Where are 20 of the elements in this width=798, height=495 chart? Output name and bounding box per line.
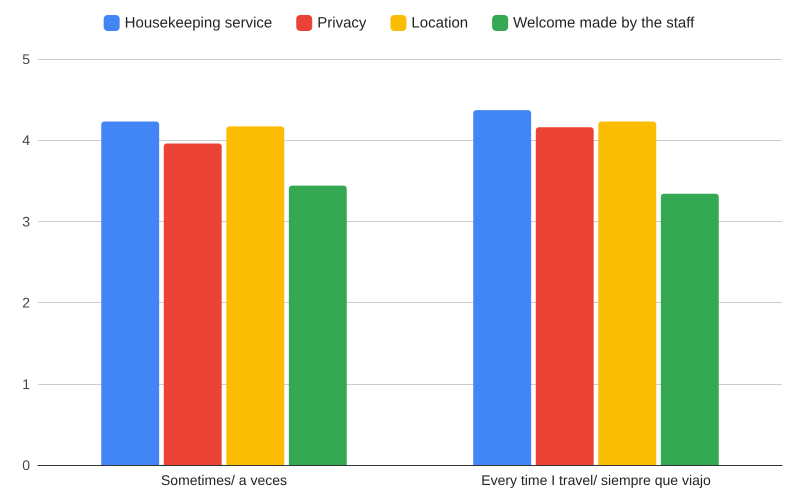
bar [536, 127, 594, 465]
legend-label: Housekeeping service [124, 14, 272, 32]
y-tick-label: 3 [22, 213, 30, 230]
bar [598, 122, 656, 465]
y-tick-label: 0 [22, 457, 30, 473]
bar [226, 126, 284, 465]
bar [473, 110, 532, 465]
legend-label: Location [411, 14, 468, 32]
bar [288, 186, 347, 465]
x-tick-label: Every time I travel/ siempre que viajo [481, 472, 711, 488]
legend-label: Welcome made by the staff [513, 14, 696, 32]
y-tick-label: 5 [22, 51, 30, 67]
y-tick-label: 4 [22, 132, 30, 148]
y-tick-label: 1 [22, 376, 30, 392]
y-tick-label: 2 [22, 294, 30, 311]
bar [660, 194, 719, 465]
bar [164, 143, 222, 465]
bar [101, 122, 160, 465]
legend-label: Privacy [317, 14, 367, 32]
x-tick-label: Sometimes/ a veces [160, 472, 288, 488]
